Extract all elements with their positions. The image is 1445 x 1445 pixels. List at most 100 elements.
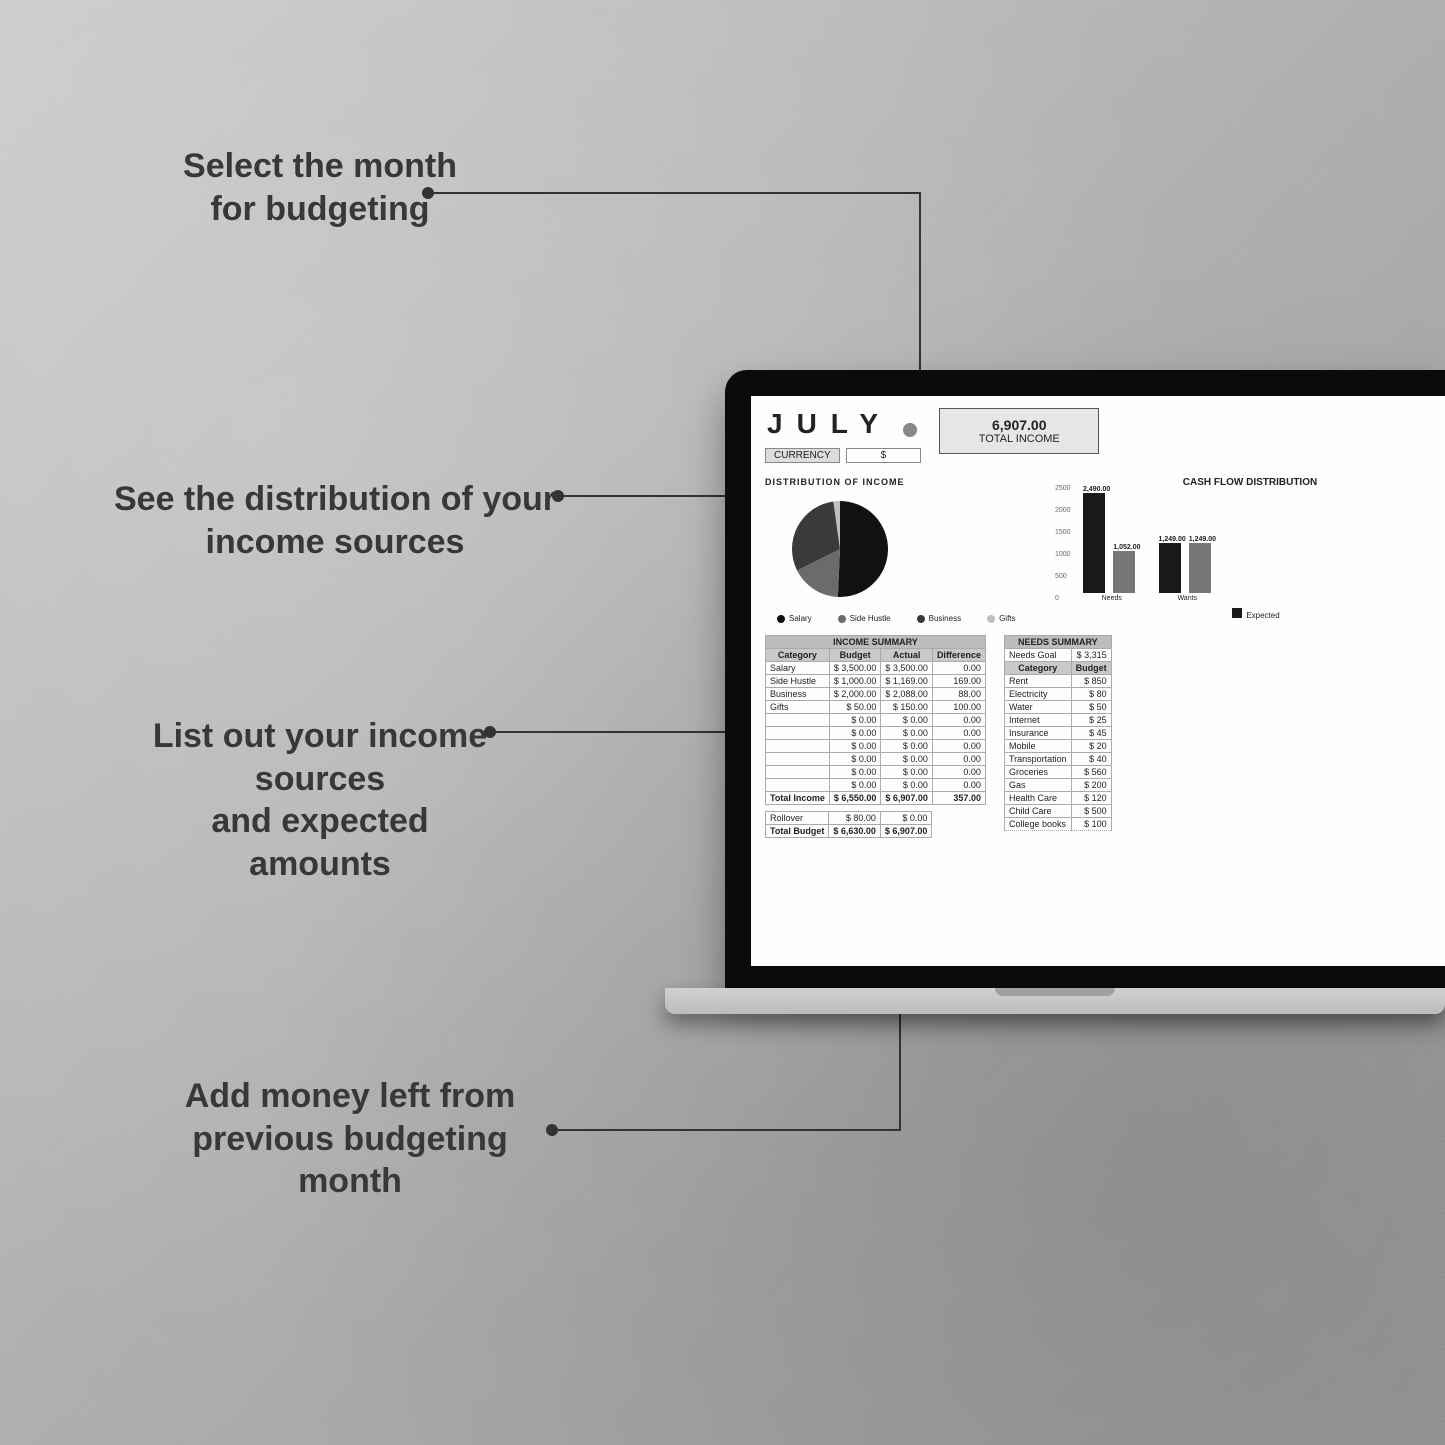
- needs-budget[interactable]: $ 560: [1071, 766, 1111, 779]
- needs-budget[interactable]: $ 50: [1071, 701, 1111, 714]
- needs-budget[interactable]: $ 40: [1071, 753, 1111, 766]
- cell-actual[interactable]: $ 1,169.00: [881, 675, 933, 688]
- needs-category[interactable]: Health Care: [1004, 792, 1071, 805]
- laptop-mockup: JULY CURRENCY $ 6,907.00 TOTAL INCOME: [725, 370, 1445, 1014]
- legend-item: Gifts: [975, 614, 1015, 623]
- needs-budget[interactable]: $ 200: [1071, 779, 1111, 792]
- needs-category[interactable]: Child Care: [1004, 805, 1071, 818]
- needs-category[interactable]: Gas: [1004, 779, 1071, 792]
- cell-actual[interactable]: $ 0.00: [881, 753, 933, 766]
- callout-rollover: Add money left fromprevious budgeting mo…: [150, 1075, 550, 1203]
- cell-budget[interactable]: $ 2,000.00: [829, 688, 881, 701]
- bar-needs-expected: [1083, 493, 1105, 593]
- needs-category[interactable]: Insurance: [1004, 727, 1071, 740]
- needs-category[interactable]: Rent: [1004, 675, 1071, 688]
- laptop-base: [665, 988, 1445, 1014]
- legend-item: Business: [905, 614, 961, 623]
- cell-diff: 0.00: [932, 779, 985, 792]
- cell-category[interactable]: [766, 766, 830, 779]
- bar-legend-expected: Expected: [1220, 608, 1279, 620]
- cell-category[interactable]: Side Hustle: [766, 675, 830, 688]
- needs-goal-label: Needs Goal: [1004, 649, 1071, 662]
- cell-category[interactable]: [766, 779, 830, 792]
- bar-wants-actual: [1189, 543, 1211, 593]
- rollover-actual[interactable]: $ 0.00: [880, 812, 932, 825]
- bars-area: 050010001500200025002,490.001,052.00Need…: [1055, 492, 1445, 602]
- month-selector[interactable]: JULY: [765, 404, 894, 443]
- pie-title: DISTRIBUTION OF INCOME: [765, 477, 1025, 487]
- callout-text: Add money left fromprevious budgeting mo…: [185, 1077, 516, 1200]
- cell-budget[interactable]: $ 0.00: [829, 779, 881, 792]
- cell-actual[interactable]: $ 0.00: [881, 727, 933, 740]
- cell-budget[interactable]: $ 0.00: [829, 714, 881, 727]
- col-header: Difference: [932, 649, 985, 662]
- cell-category[interactable]: [766, 727, 830, 740]
- cell-actual[interactable]: $ 0.00: [881, 714, 933, 727]
- needs-category[interactable]: Transportation: [1004, 753, 1071, 766]
- cell-diff: 0.00: [932, 727, 985, 740]
- needs-category[interactable]: Electricity: [1004, 688, 1071, 701]
- cell-category[interactable]: Salary: [766, 662, 830, 675]
- needs-budget[interactable]: $ 80: [1071, 688, 1111, 701]
- cell-budget[interactable]: $ 0.00: [829, 727, 881, 740]
- needs-budget[interactable]: $ 25: [1071, 714, 1111, 727]
- needs-category[interactable]: Water: [1004, 701, 1071, 714]
- col-header: Category: [766, 649, 830, 662]
- income-summary-table-wrap: INCOME SUMMARYCategoryBudgetActualDiffer…: [765, 635, 986, 838]
- legend-item: Salary: [765, 614, 812, 623]
- needs-budget[interactable]: $ 500: [1071, 805, 1111, 818]
- needs-category[interactable]: College books: [1004, 818, 1071, 831]
- month-dropdown-icon[interactable]: [903, 423, 917, 437]
- rollover-table[interactable]: Rollover$ 80.00$ 0.00Total Budget$ 6,630…: [765, 811, 932, 838]
- total-budget-label: Total Budget: [766, 825, 829, 838]
- cell-budget[interactable]: $ 1,000.00: [829, 675, 881, 688]
- spreadsheet-screen: JULY CURRENCY $ 6,907.00 TOTAL INCOME: [751, 396, 1445, 966]
- col-header: Actual: [881, 649, 933, 662]
- needs-category[interactable]: Internet: [1004, 714, 1071, 727]
- needs-budget[interactable]: $ 20: [1071, 740, 1111, 753]
- cell-category[interactable]: [766, 740, 830, 753]
- legend-item: Side Hustle: [826, 614, 891, 623]
- total-income-label: TOTAL INCOME: [964, 433, 1074, 445]
- cell-actual[interactable]: $ 0.00: [881, 779, 933, 792]
- cell-diff: 88.00: [932, 688, 985, 701]
- cell-actual[interactable]: $ 0.00: [881, 740, 933, 753]
- total-income-value: 6,907.00: [964, 417, 1074, 433]
- callout-text: List out your incomesourcesand expected …: [153, 717, 487, 883]
- cell-budget[interactable]: $ 0.00: [829, 753, 881, 766]
- cell-budget[interactable]: $ 3,500.00: [829, 662, 881, 675]
- cell-budget[interactable]: $ 0.00: [829, 766, 881, 779]
- callout-text: See the distribution of yourincome sourc…: [114, 480, 556, 561]
- needs-budget[interactable]: $ 45: [1071, 727, 1111, 740]
- screen-bezel: JULY CURRENCY $ 6,907.00 TOTAL INCOME: [725, 370, 1445, 988]
- cell-category[interactable]: Gifts: [766, 701, 830, 714]
- cell-actual[interactable]: $ 150.00: [881, 701, 933, 714]
- callout-text: Select the monthfor budgeting: [183, 147, 457, 228]
- callout-income-list: List out your incomesourcesand expected …: [140, 715, 500, 885]
- cell-diff: 0.00: [932, 753, 985, 766]
- cell-diff: 0.00: [932, 740, 985, 753]
- needs-budget[interactable]: $ 100: [1071, 818, 1111, 831]
- income-summary-table[interactable]: INCOME SUMMARYCategoryBudgetActualDiffer…: [765, 635, 986, 805]
- rollover-label: Rollover: [766, 812, 829, 825]
- cell-category[interactable]: [766, 714, 830, 727]
- needs-summary-table[interactable]: NEEDS SUMMARYNeeds Goal$ 3,315CategoryBu…: [1004, 635, 1112, 831]
- cell-budget[interactable]: $ 50.00: [829, 701, 881, 714]
- cell-category[interactable]: Business: [766, 688, 830, 701]
- col-header: Budget: [829, 649, 881, 662]
- needs-budget[interactable]: $ 120: [1071, 792, 1111, 805]
- currency-select[interactable]: $: [846, 448, 922, 463]
- pie-legend: Salary Side Hustle Business Gifts: [765, 614, 1025, 623]
- cell-budget[interactable]: $ 0.00: [829, 740, 881, 753]
- col-header: Category: [1004, 662, 1071, 675]
- cell-category[interactable]: [766, 753, 830, 766]
- needs-category[interactable]: Groceries: [1004, 766, 1071, 779]
- currency-label: CURRENCY: [765, 448, 840, 463]
- cell-actual[interactable]: $ 2,088.00: [881, 688, 933, 701]
- needs-category[interactable]: Mobile: [1004, 740, 1071, 753]
- cell-actual[interactable]: $ 3,500.00: [881, 662, 933, 675]
- cell-diff: 100.00: [932, 701, 985, 714]
- cell-actual[interactable]: $ 0.00: [881, 766, 933, 779]
- needs-budget[interactable]: $ 850: [1071, 675, 1111, 688]
- rollover-budget[interactable]: $ 80.00: [829, 812, 881, 825]
